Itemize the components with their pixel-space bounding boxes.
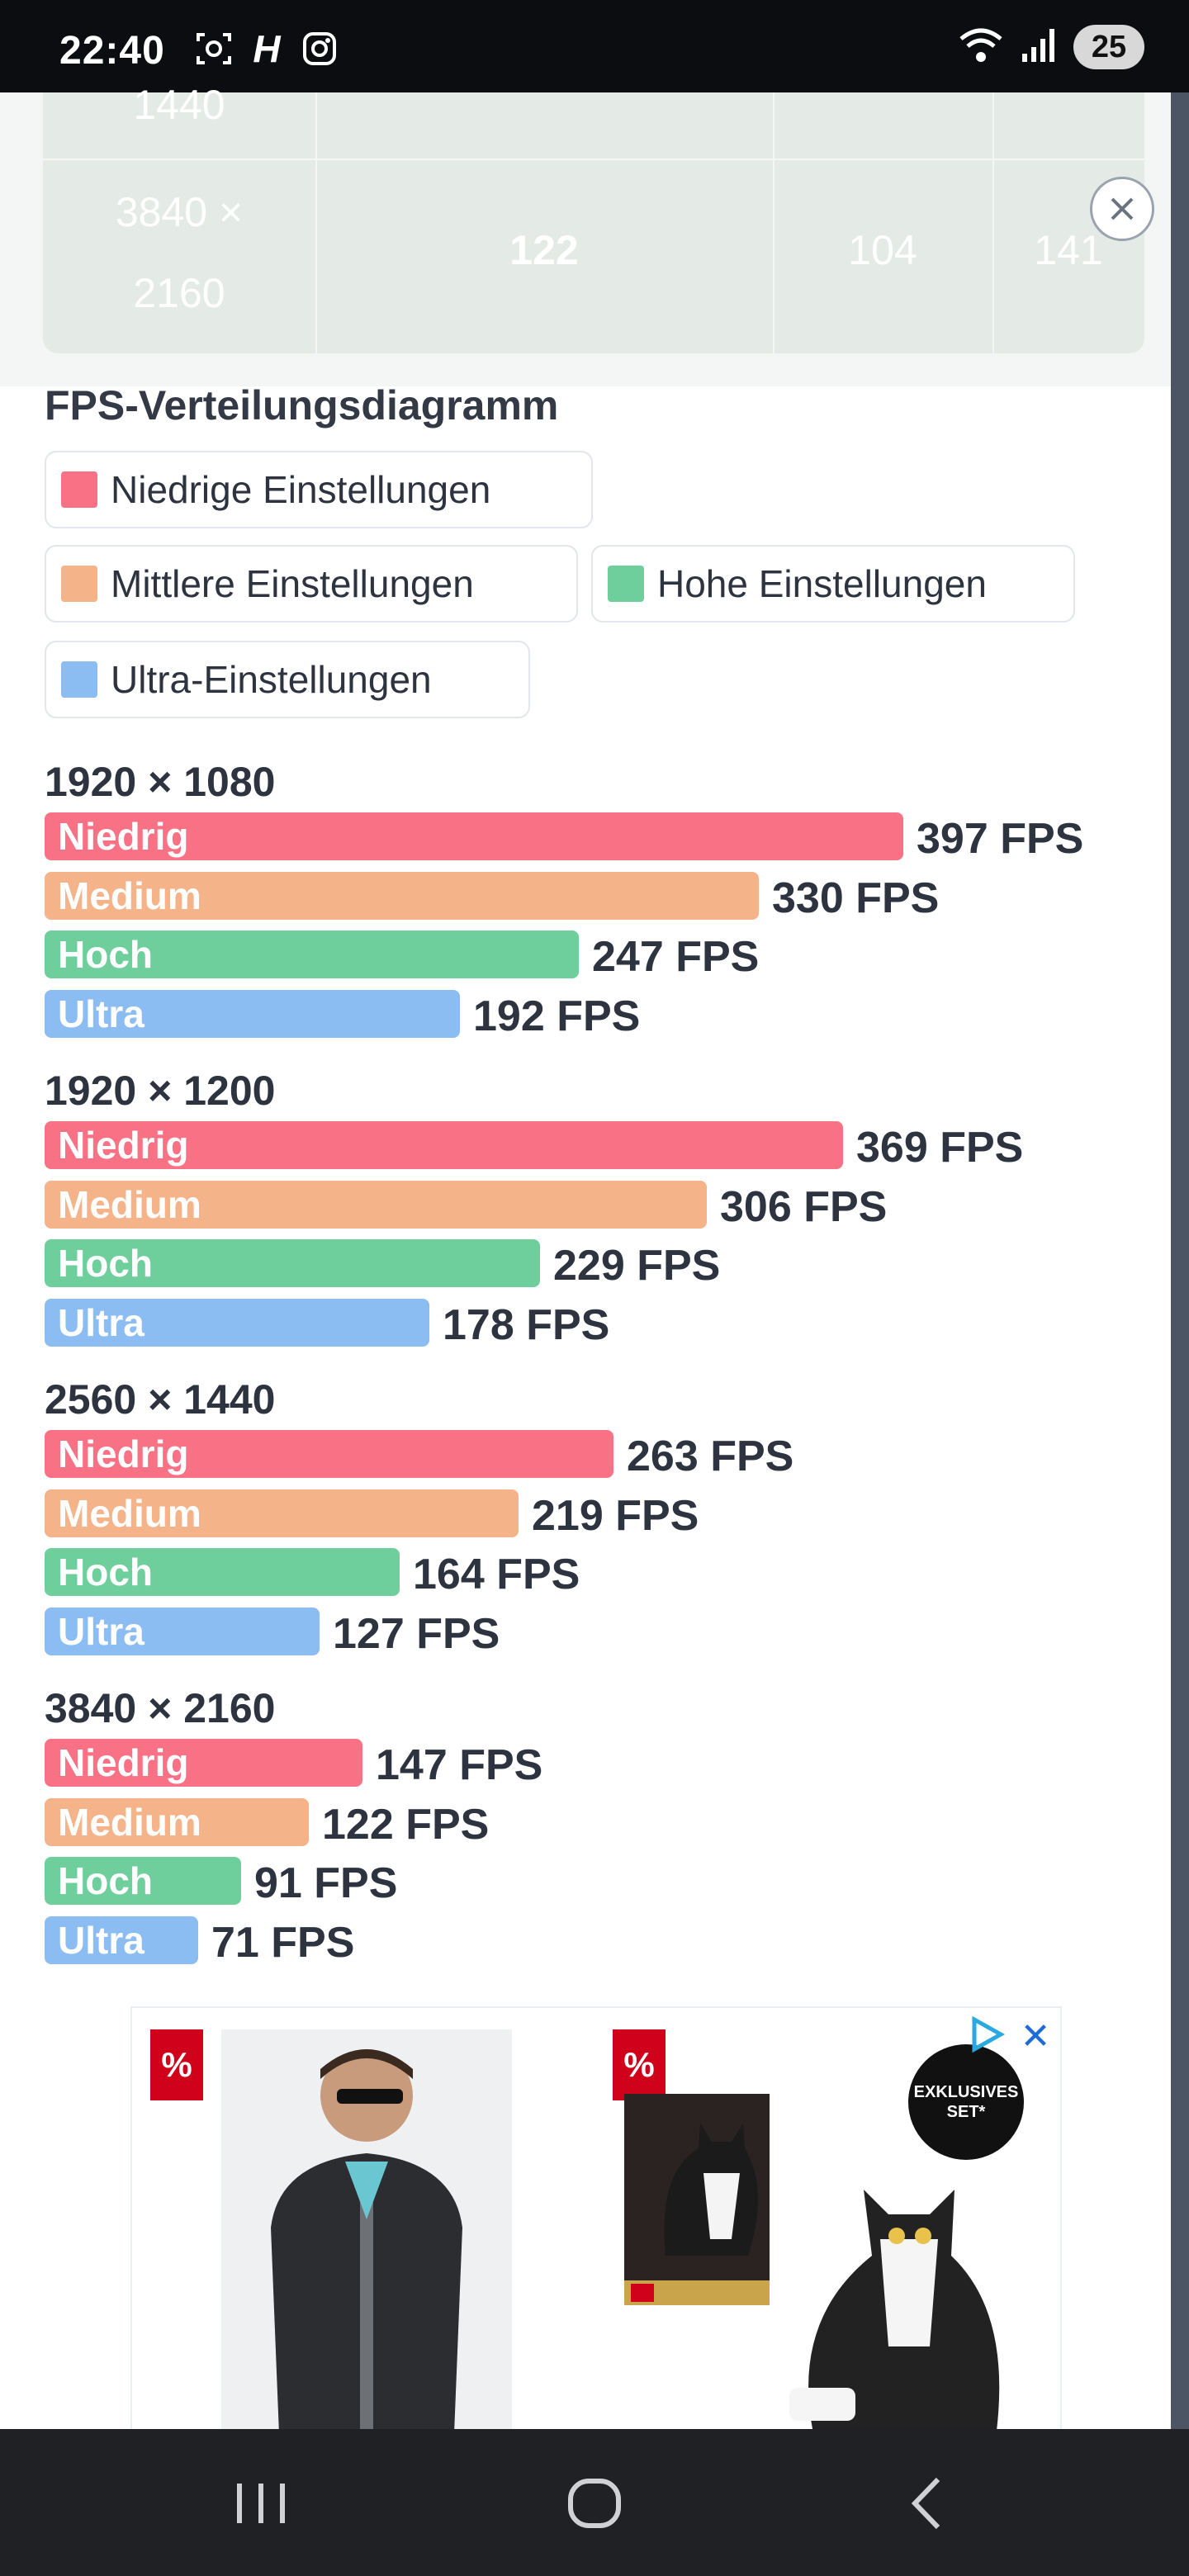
page-gutter xyxy=(1171,92,1189,2429)
fps-value-label: 247 FPS xyxy=(592,933,760,981)
fps-value-label: 306 FPS xyxy=(720,1182,888,1231)
table-cell-resolution: 2160 xyxy=(133,270,225,316)
fps-bar-niedrig: Niedrig xyxy=(45,812,903,860)
fps-value-label: 122 FPS xyxy=(322,1800,490,1849)
back-button[interactable] xyxy=(877,2462,976,2545)
table-cell-resolution: 3840 × xyxy=(115,189,244,235)
table-cell-value: 104 xyxy=(848,227,917,273)
exclusive-line2: SET* xyxy=(946,2103,986,2121)
legend-label: Hohe Einstellungen xyxy=(657,562,987,605)
fps-value-label: 369 FPS xyxy=(856,1124,1024,1172)
chart-title: FPS-Verteilungsdiagramm xyxy=(45,382,559,429)
table-cell-value: 141 xyxy=(1034,227,1103,273)
ad-close-button[interactable]: ✕ xyxy=(1020,2015,1051,2057)
ghost-table: 1440 3840 × 2160 122 104 141 xyxy=(43,82,1144,353)
fps-value-label: 147 FPS xyxy=(376,1741,543,1789)
exclusive-set-badge: EXKLUSIVES SET* xyxy=(908,2044,1024,2160)
table-row-divider xyxy=(43,159,1144,160)
close-icon xyxy=(1111,197,1134,220)
legend-item-medium[interactable]: Mittlere Einstellungen xyxy=(45,545,578,623)
status-time: 22:40 xyxy=(59,29,165,73)
fps-value-label: 164 FPS xyxy=(413,1551,580,1598)
fps-value-label: 91 FPS xyxy=(254,1859,398,1907)
ad-banner[interactable]: % % EXKLUSIVES SET* xyxy=(130,2006,1062,2431)
fps-bar-medium: Medium xyxy=(45,1489,519,1537)
fps-bar-niedrig: Niedrig xyxy=(45,1121,843,1169)
status-bar: 22:40 H 25 xyxy=(0,0,1189,92)
fps-value-label: 192 FPS xyxy=(473,992,641,1040)
fps-bar-ultra: Ultra xyxy=(45,1607,320,1655)
legend-swatch xyxy=(608,566,644,602)
recent-apps-icon xyxy=(237,2484,285,2523)
home-button[interactable] xyxy=(545,2462,644,2545)
ad-product-image-jacket[interactable] xyxy=(221,2029,512,2431)
legend-item-ultra[interactable]: Ultra-Einstellungen xyxy=(45,641,530,718)
exclusive-line1: EXKLUSIVES xyxy=(913,2083,1019,2101)
recent-apps-button[interactable] xyxy=(211,2462,310,2545)
back-icon xyxy=(911,2477,940,2530)
ad-product-image-lego-cat[interactable] xyxy=(624,2074,1029,2431)
fps-value-label: 397 FPS xyxy=(917,815,1084,863)
fps-bar-niedrig: Niedrig xyxy=(45,1739,362,1787)
fps-value-label: 263 FPS xyxy=(627,1432,794,1480)
wifi-icon xyxy=(958,26,1004,69)
legend-swatch xyxy=(61,471,97,508)
h-app-icon: H xyxy=(253,27,281,70)
resolution-label: 2560 × 1440 xyxy=(45,1376,276,1423)
fps-bar-medium: Medium xyxy=(45,1797,309,1846)
legend-label: Mittlere Einstellungen xyxy=(111,562,474,605)
legend-label: Niedrige Einstellungen xyxy=(111,468,491,511)
fps-bar-ultra: Ultra xyxy=(45,989,460,1038)
fps-value-label: 330 FPS xyxy=(772,874,940,922)
fps-value-label: 178 FPS xyxy=(443,1300,610,1349)
ad-choices-icon[interactable] xyxy=(968,2015,1007,2054)
legend-item-low[interactable]: Niedrige Einstellungen xyxy=(45,451,593,528)
fps-bar-ultra: Ultra xyxy=(45,1298,429,1347)
fps-value-label: 127 FPS xyxy=(333,1609,500,1658)
table-col-divider xyxy=(315,92,317,353)
resolution-label: 1920 × 1200 xyxy=(45,1068,276,1114)
discount-badge: % xyxy=(613,2029,666,2100)
resolution-label: 1920 × 1080 xyxy=(45,759,276,805)
table-col-divider xyxy=(773,92,775,353)
legend-item-high[interactable]: Hohe Einstellungen xyxy=(591,545,1075,623)
instagram-icon xyxy=(301,30,339,68)
home-icon xyxy=(568,2479,621,2528)
fps-bar-hoch: Hoch xyxy=(45,1857,241,1905)
fps-value-label: 71 FPS xyxy=(211,1918,355,1967)
resolution-label: 3840 × 2160 xyxy=(45,1685,276,1731)
table-cell-resolution: 1440 xyxy=(133,82,225,128)
fps-bar-hoch: Hoch xyxy=(45,930,579,978)
close-overlay-button[interactable] xyxy=(1090,177,1154,241)
fps-value-label: 229 FPS xyxy=(553,1242,721,1290)
legend-swatch xyxy=(61,566,97,602)
fps-bar-hoch: Hoch xyxy=(45,1548,400,1596)
screenshot-icon xyxy=(195,30,233,68)
overlay-table-panel: 1440 3840 × 2160 122 104 141 xyxy=(0,82,1171,386)
table-col-divider xyxy=(992,92,994,353)
fps-bar-medium: Medium xyxy=(45,871,759,920)
navigation-bar xyxy=(0,2429,1189,2576)
legend-swatch xyxy=(61,661,97,698)
legend-label: Ultra-Einstellungen xyxy=(111,658,432,701)
fps-bar-niedrig: Niedrig xyxy=(45,1430,613,1478)
fps-bar-ultra: Ultra xyxy=(45,1915,198,1964)
fps-bar-medium: Medium xyxy=(45,1180,707,1229)
fps-bar-hoch: Hoch xyxy=(45,1239,540,1287)
discount-badge: % xyxy=(150,2029,203,2100)
signal-icon xyxy=(1021,26,1057,69)
battery-indicator: 25 xyxy=(1073,25,1144,69)
table-cell-value: 122 xyxy=(509,227,579,273)
fps-value-label: 219 FPS xyxy=(532,1491,699,1540)
